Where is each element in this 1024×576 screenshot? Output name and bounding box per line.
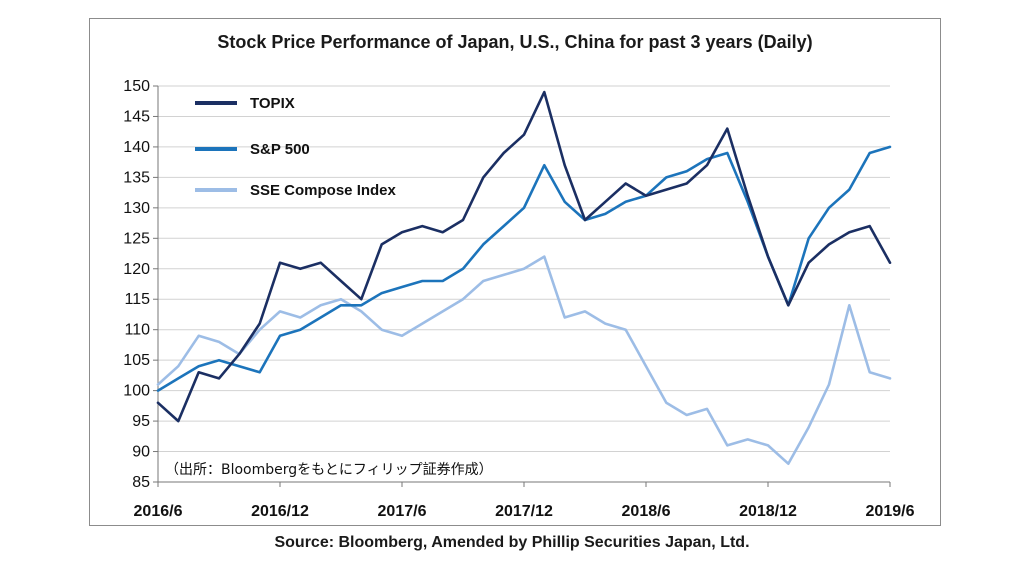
legend-label: S&P 500	[250, 141, 310, 158]
y-tick-label: 95	[132, 413, 150, 430]
series-layer	[156, 90, 892, 466]
y-tick-label: 100	[123, 383, 150, 400]
x-axis: 2016/6 2016/12 2017/6 2017/12 2018/6 2018/12 2…	[134, 481, 915, 520]
y-tick-label: 150	[123, 78, 150, 95]
y-tick-label: 110	[124, 322, 150, 339]
y-tick-label: 115	[124, 291, 150, 308]
x-tick-label: 2016/6	[134, 503, 183, 520]
y-tick-label: 145	[123, 108, 150, 125]
y-tick-label: 85	[132, 474, 150, 491]
chart-title: Stock Price Performance of Japan, U.S., …	[217, 32, 813, 52]
y-tick-label: 90	[132, 444, 150, 461]
y-tick-label: 135	[123, 169, 150, 186]
legend-label: TOPIX	[250, 95, 295, 112]
x-tick-label: 2019/6	[866, 503, 915, 520]
source-annotation: （出所：Bloombergをもとにフィリップ証券作成）	[165, 462, 493, 478]
series-line-topix	[156, 90, 892, 423]
y-tick-label: 140	[123, 139, 150, 156]
legend-label: SSE Compose Index	[250, 182, 397, 199]
x-tick-label: 2018/12	[739, 503, 797, 520]
y-tick-label: 125	[123, 230, 150, 247]
legend: TOPIX S&P 500 SSE Compose Index	[195, 95, 397, 199]
y-tick-label: 130	[123, 200, 150, 217]
y-axis: 85 90 95 100 105 110 115 120 125 130 135 140 145 150	[123, 78, 159, 491]
x-tick-label: 2017/6	[378, 503, 427, 520]
series-line-sse-compose-index	[156, 255, 892, 466]
x-tick-label: 2017/12	[495, 503, 553, 520]
y-tick-label: 120	[123, 261, 150, 278]
x-tick-label: 2018/6	[622, 503, 671, 520]
x-tick-label: 2016/12	[251, 503, 309, 520]
source-note: Source: Bloomberg, Amended by Phillip Se…	[274, 534, 750, 551]
y-tick-label: 105	[123, 352, 150, 369]
